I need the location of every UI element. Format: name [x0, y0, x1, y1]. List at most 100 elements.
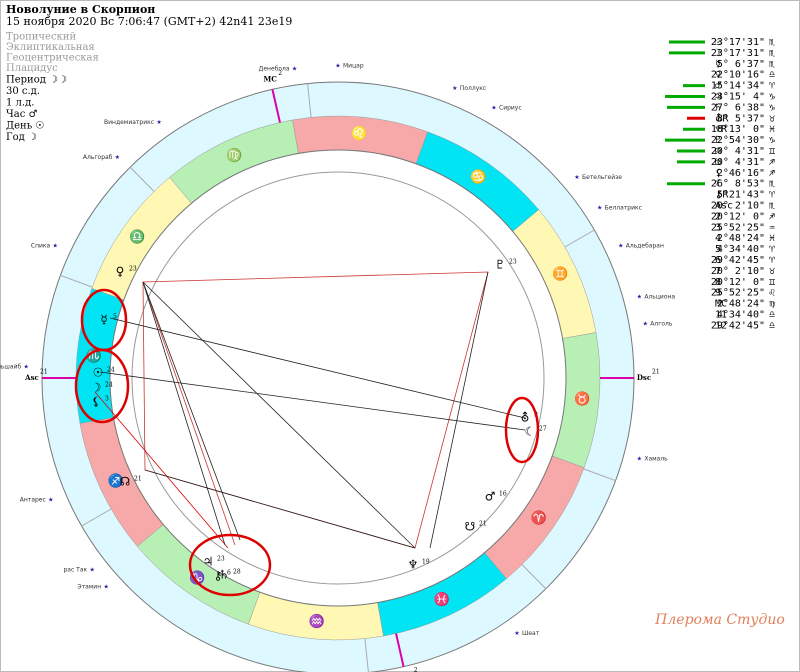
star-marker: ★ [637, 294, 642, 301]
setting: Плацидус [6, 63, 58, 74]
sign-glyph: ♉ [574, 391, 590, 407]
highlight [74, 348, 130, 424]
planet-glyph: ♇ [495, 258, 506, 272]
row-sign: ♎ [769, 310, 775, 321]
sign-glyph: ♍ [226, 147, 242, 163]
row-position: 2°48'24" [717, 233, 765, 244]
house-cusp [307, 83, 312, 118]
row-label: ♄ [715, 102, 721, 113]
sign-glyph: ♓ [433, 592, 449, 608]
row-label: 8 [715, 277, 721, 288]
row-label: ⚸ [715, 168, 722, 179]
row-position: 20° 2'10" [711, 201, 765, 212]
planet-degree: 21 [134, 476, 142, 483]
row-position: 5°21'43" [717, 190, 765, 201]
row-label: 9 [715, 288, 721, 299]
star-name: Альдебаран [626, 243, 664, 250]
planet-glyph: ☾ [525, 425, 536, 439]
row-label: 4 [715, 233, 721, 244]
aspect-line [99, 271, 526, 549]
row-label: ♇ [715, 135, 721, 146]
row-sign: ♎ [769, 320, 775, 331]
star-name: Мицар [343, 63, 364, 70]
planet-degree: 23 [129, 266, 137, 273]
row-label: ☾ [715, 179, 721, 190]
row-sign: ♏ [769, 201, 775, 212]
row-position: 29°42'45" [711, 320, 765, 331]
house-cusp [583, 468, 616, 482]
sign-glyph: ♐ [108, 473, 124, 489]
row-sign: ♑ [769, 102, 775, 113]
setting: Геоцентрическая [6, 53, 99, 64]
planet-degree: 16 [499, 491, 507, 498]
aspect-line [142, 281, 236, 546]
star-marker: ★ [491, 104, 496, 111]
planet-degree: 3 [105, 396, 109, 403]
planet-glyph: ☋ [465, 520, 476, 534]
row-position: 4°34'40" [717, 310, 765, 321]
row-sign: ♒ [769, 222, 775, 233]
star-marker: ★ [103, 583, 108, 590]
row-sign: ♐ [769, 168, 775, 179]
aspect-line [94, 391, 229, 549]
row-sign: ♏ [769, 59, 775, 70]
watermark: Плерома Студио [654, 612, 785, 628]
sign-glyph: ♒ [309, 614, 325, 630]
row-position: 25°52'25" [711, 288, 765, 299]
star-name: Альциона [644, 294, 675, 301]
row-label: 2 [715, 211, 721, 222]
planet-glyph: ⛢ [521, 411, 530, 425]
star-name: Спика [31, 243, 51, 250]
house-cusp [564, 229, 595, 248]
row-sign: ♏ [769, 37, 775, 48]
row-label: 6 [715, 255, 721, 266]
planet-degree: 23 [509, 259, 517, 266]
star-marker: ★ [156, 119, 161, 126]
angle-degree: 2 [278, 70, 282, 77]
row-position: 20°12' 0" [711, 277, 765, 288]
inner-circle [109, 149, 567, 607]
star-name: Бетельгейзе [582, 174, 622, 181]
angle-label: MC [264, 75, 278, 84]
subtitle: 15 ноября 2020 Вс 7:06:47 (GMT+2) 42n41 … [6, 15, 292, 28]
sign-glyph: ♌ [351, 125, 367, 141]
row-sign: ♑ [769, 135, 775, 146]
row-label: ⛢R [715, 112, 729, 124]
highlight [188, 533, 272, 597]
sign-glyph: ♎ [129, 229, 145, 245]
row-position: 2°48'24" [717, 299, 765, 310]
star-marker: ★ [48, 496, 53, 503]
title: Новолуние в Скорпион [6, 3, 155, 16]
planet-glyph: ♂ [485, 490, 496, 504]
row-position: 2°46'16" [717, 168, 765, 179]
row-position: 27° 6'38" [711, 102, 765, 113]
star-marker: ★ [53, 243, 58, 250]
row-sign: ♓ [769, 233, 775, 244]
star-name: рас Так [63, 567, 87, 574]
star-marker: ★ [23, 364, 28, 371]
star-name: Денебола [259, 66, 290, 73]
row-position: 18°13' 0" [711, 124, 765, 135]
planet-glyph: ♃ [203, 555, 214, 569]
row-label: ☉ [715, 37, 721, 48]
planet-glyph: ☉ [93, 366, 104, 380]
row-sign: ♊ [769, 146, 775, 157]
sign-glyph: ♊ [552, 266, 568, 282]
row-position: 5° 6'37" [717, 59, 765, 70]
row-label: 5 [715, 244, 721, 255]
planet-degree: 24 [105, 382, 113, 389]
row-position: 15°14'34" [711, 81, 765, 92]
row-sign: ♊ [769, 277, 775, 288]
row-sign: ♎ [769, 70, 775, 81]
row-position: 22°54'30" [711, 135, 765, 146]
info: Период ☽☽ [6, 75, 67, 86]
planet-glyph: ☿ [100, 313, 107, 327]
row-label: ♂ [715, 81, 722, 92]
row-sign: ♉ [769, 113, 775, 124]
row-label: ♆R [715, 124, 728, 135]
star-name: Эльшайб [0, 364, 21, 371]
row-sign: ♌ [769, 288, 775, 299]
row-position: 22°10'16" [711, 70, 765, 81]
row-label: ♃ [715, 92, 721, 103]
house-cusp [395, 633, 405, 667]
